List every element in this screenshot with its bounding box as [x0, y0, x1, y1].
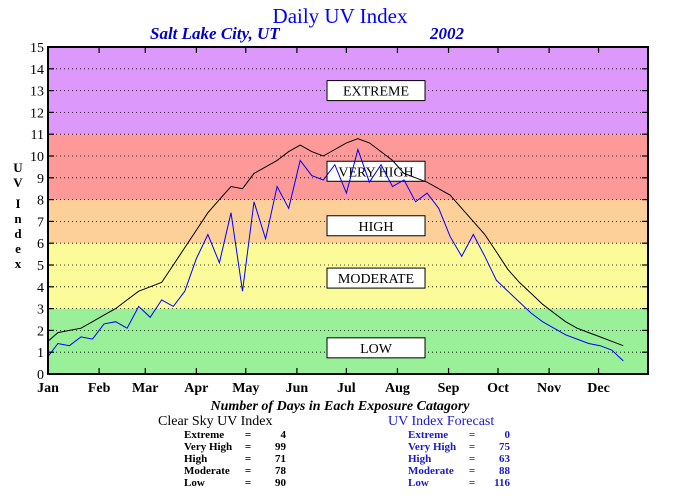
y-axis-letter: x — [14, 256, 22, 271]
x-tick-label: Jun — [286, 381, 309, 396]
x-tick-label: Nov — [537, 381, 561, 396]
category-name: Extreme — [184, 429, 225, 441]
days-caption: Number of Days in Each Exposure Catagory — [210, 399, 470, 414]
clear-sky-row: Extreme = 4 — [184, 429, 286, 441]
day-count: 88 — [499, 465, 510, 477]
equals-sign: = — [244, 465, 252, 477]
category-name: Low — [408, 477, 429, 489]
equals-sign: = — [468, 441, 476, 453]
day-count: 63 — [499, 453, 510, 465]
clear-sky-row: High = 71 — [184, 453, 286, 465]
equals-sign: = — [244, 453, 252, 465]
category-name: Very High — [408, 441, 457, 453]
y-axis-letter: I — [15, 196, 21, 211]
band-label-box — [326, 337, 426, 359]
band-label-box — [326, 80, 426, 102]
y-axis-letter: U — [13, 160, 23, 175]
y-tick-label: 11 — [31, 128, 44, 143]
y-tick-label: 1 — [37, 346, 44, 361]
forecast-heading: UV Index Forecast — [388, 414, 495, 429]
plot-frame — [47, 46, 649, 375]
category-name: Low — [184, 477, 205, 489]
forecast-row: Low = 116 — [408, 477, 510, 489]
clear-sky-row: Very High = 99 — [184, 441, 286, 453]
forecast-row: High = 63 — [408, 453, 510, 465]
x-tick-label: Feb — [88, 381, 111, 396]
y-tick-label: 13 — [30, 85, 44, 100]
x-tick-label: Sep — [438, 381, 460, 396]
y-tick-label: 12 — [30, 106, 44, 121]
equals-sign: = — [468, 477, 476, 489]
band-label-box — [326, 267, 426, 289]
equals-sign: = — [244, 441, 252, 453]
category-name: Moderate — [184, 465, 230, 477]
day-count: 116 — [494, 477, 510, 489]
y-tick-label: 7 — [37, 215, 44, 230]
x-tick-label: Mar — [132, 381, 158, 396]
chart-year: 2002 — [430, 24, 464, 43]
day-count: 75 — [499, 441, 510, 453]
band-label: LOW — [360, 342, 393, 357]
day-count: 0 — [504, 429, 511, 441]
clear-sky-line — [47, 138, 624, 347]
y-tick-label: 6 — [37, 237, 44, 252]
y-axis-letter: d — [14, 226, 22, 241]
equals-sign: = — [244, 477, 252, 489]
clear-sky-row: Low = 90 — [184, 477, 286, 489]
y-tick-label: 3 — [37, 303, 44, 318]
x-tick-label: Jan — [37, 381, 59, 396]
day-count: 90 — [275, 477, 286, 489]
x-tick-label: May — [232, 381, 259, 396]
forecast-row: Moderate = 88 — [408, 465, 510, 477]
equals-sign: = — [468, 465, 476, 477]
category-name: High — [184, 453, 208, 465]
band-label: HIGH — [359, 220, 394, 235]
y-tick-label: 8 — [37, 194, 44, 209]
x-tick-label: Apr — [184, 381, 208, 396]
day-count: 78 — [275, 465, 286, 477]
y-axis-letter: e — [15, 241, 21, 256]
chart-title: Daily UV Index — [272, 4, 408, 28]
equals-sign: = — [468, 453, 476, 465]
y-tick-label: 4 — [37, 281, 44, 296]
equals-sign: = — [468, 429, 476, 441]
clear-sky-row: Moderate = 78 — [184, 465, 286, 477]
y-axis-letter: V — [13, 175, 23, 190]
y-tick-label: 10 — [30, 150, 44, 165]
day-count: 4 — [280, 429, 287, 441]
y-tick-label: 5 — [37, 259, 44, 274]
band-label-box — [326, 215, 426, 237]
band-label: MODERATE — [338, 272, 414, 287]
category-name: Extreme — [408, 429, 449, 441]
y-tick-label: 14 — [30, 63, 44, 78]
y-tick-label: 9 — [37, 172, 44, 187]
forecast-line — [47, 147, 624, 362]
equals-sign: = — [244, 429, 252, 441]
forecast-row: Very High = 75 — [408, 441, 510, 453]
x-tick-label: Jul — [337, 381, 356, 396]
day-count: 71 — [275, 453, 286, 465]
clear-sky-table: Extreme = 4 Very High = 99 High = 71 Moderate =… — [184, 429, 286, 489]
y-axis-label: U V I n d e x — [11, 160, 25, 271]
category-name: Very High — [184, 441, 233, 453]
band-label: EXTREME — [343, 85, 409, 100]
forecast-table: Extreme = 0 Very High = 75 High = 63 Moderate =… — [408, 429, 510, 489]
y-axis-letter: n — [14, 211, 22, 226]
y-tick-label: 15 — [30, 41, 44, 56]
y-tick-label: 2 — [37, 324, 44, 339]
band-label-box — [326, 160, 426, 182]
day-count: 99 — [275, 441, 286, 453]
category-name: Moderate — [408, 465, 454, 477]
x-tick-label: Aug — [385, 381, 410, 396]
category-name: High — [408, 453, 432, 465]
chart-location: Salt Lake City, UT — [150, 24, 280, 43]
clear-sky-heading: Clear Sky UV Index — [158, 414, 273, 429]
forecast-row: Extreme = 0 — [408, 429, 510, 441]
x-tick-label: Oct — [487, 381, 509, 396]
x-tick-label: Dec — [587, 381, 610, 396]
y-tick-label: 0 — [37, 368, 44, 383]
